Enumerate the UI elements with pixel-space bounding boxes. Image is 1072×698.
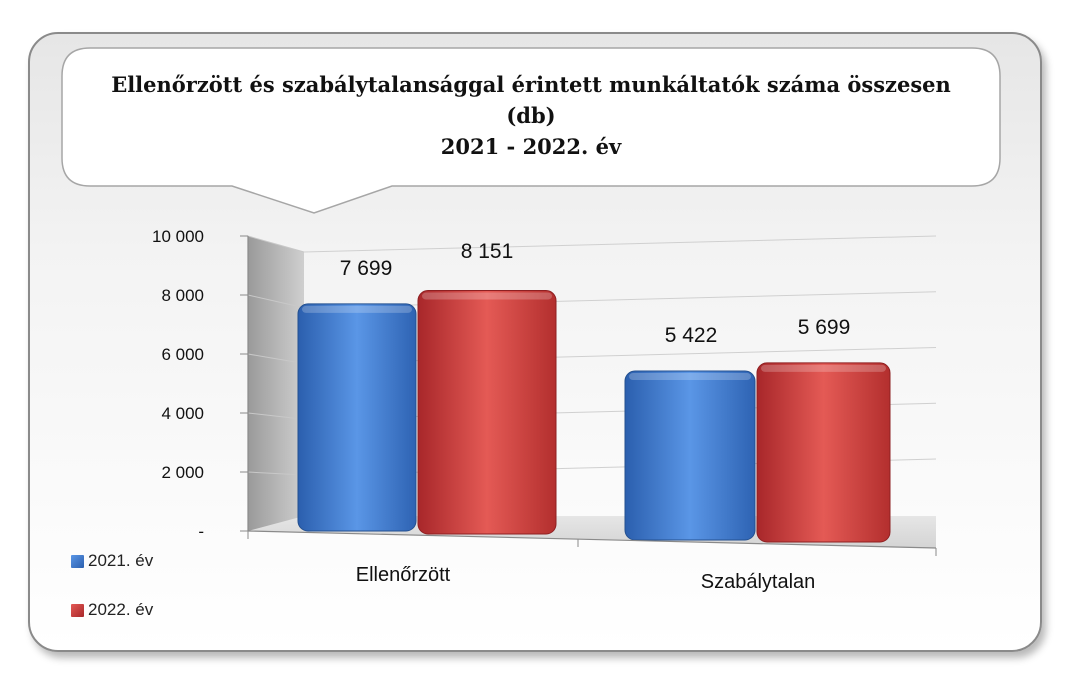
gridline-side (247, 412, 305, 420)
y-tick-label: 10 000 (152, 227, 204, 246)
y-tick-label: 8 000 (161, 286, 204, 305)
legend-item-2021: 2021. év (71, 551, 153, 571)
category-label: Ellenőrzött (356, 564, 451, 586)
gridline-side (247, 353, 305, 365)
bar-2021-1 (624, 370, 756, 541)
y-tick-label: 2 000 (161, 463, 204, 482)
gridline-side (247, 471, 305, 476)
gridline-side (247, 235, 305, 253)
legend-label: 2021. év (88, 551, 154, 570)
data-label: 5 422 (665, 324, 718, 347)
x-axis-line (247, 530, 937, 549)
legend-item-2022: 2022. év (71, 600, 153, 620)
bar-top-highlight (629, 373, 751, 381)
chart-title: Ellenőrzött és szabálytalansággal érinte… (62, 48, 1000, 182)
data-label: 7 699 (340, 257, 393, 280)
gridline-back (303, 235, 937, 253)
legend-swatch-2021 (71, 554, 84, 568)
chart-title-text: Ellenőrzött és szabálytalansággal érinte… (111, 71, 951, 128)
plot-side-wall (248, 236, 304, 531)
legend-swatch-2022 (71, 603, 84, 617)
gridline-side (247, 294, 305, 309)
bar-2021-0 (297, 303, 417, 532)
y-tick-label: 4 000 (161, 404, 204, 423)
bar-top-highlight (761, 364, 886, 372)
bar-2022-0 (417, 290, 557, 535)
data-label: 8 151 (461, 240, 514, 263)
y-tick-label: - (198, 522, 204, 541)
bar-top-highlight (422, 292, 552, 300)
bar-2022-1 (756, 362, 891, 543)
data-label: 5 699 (798, 316, 851, 339)
title-callout (61, 47, 1001, 214)
chart-subtitle: 2021 - 2022. év (440, 133, 622, 159)
bar-top-highlight (302, 305, 412, 313)
category-label: Szabálytalan (701, 571, 816, 593)
legend-label: 2022. év (88, 600, 154, 619)
y-tick-label: 6 000 (161, 345, 204, 364)
